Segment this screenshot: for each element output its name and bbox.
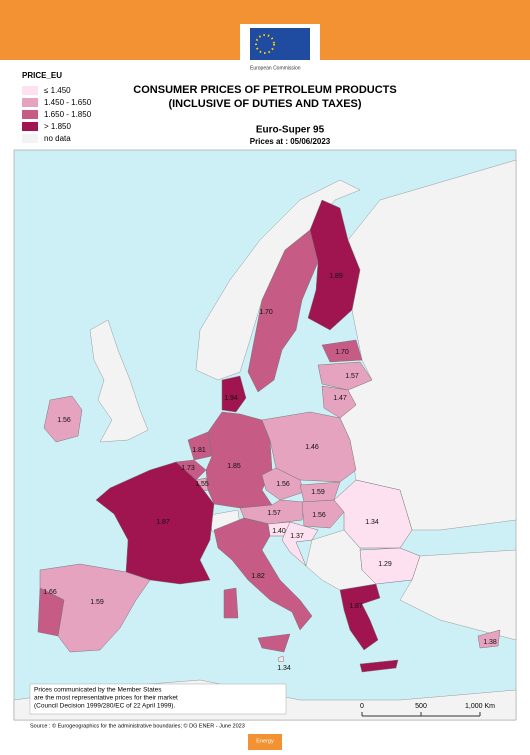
note-line: are the most representative prices for t… — [34, 695, 178, 702]
legend-swatch — [22, 86, 38, 95]
price-label: 1.29 — [378, 561, 392, 568]
note-box — [29, 683, 287, 715]
price-label: 1.85 — [227, 463, 241, 470]
source: Source : © Eurogeographics for the admin… — [30, 722, 245, 729]
price-label: 1.56 — [276, 481, 290, 488]
price-label: 1.38 — [483, 639, 497, 646]
map: 1.56 1.70 1.89 1.70 1.57 1.47 1.94 1.81 1.73 1.55… — [13, 149, 517, 721]
legend-title: PRICE_EU — [22, 71, 62, 80]
country — [359, 547, 421, 585]
title-line: (INCLUSIVE OF DUTIES AND TAXES) — [168, 98, 361, 110]
price-label: 1.34 — [277, 665, 291, 672]
country — [301, 499, 345, 529]
country — [261, 411, 357, 483]
price-label: 1.37 — [290, 533, 304, 540]
country — [213, 517, 313, 653]
subtitle: Euro-Super 95 — [256, 125, 325, 136]
price-label: 1.66 — [43, 589, 57, 596]
land — [89, 319, 149, 443]
price-label: 1.82 — [251, 573, 265, 580]
scale-label: 1,000 Km — [465, 703, 495, 710]
country — [281, 521, 319, 567]
legend-label: > 1.850 — [44, 122, 71, 131]
price-label: 1.47 — [333, 395, 347, 402]
legend: ≤ 1.450 1.450 - 1.650 1.650 - 1.850 > 1.850… — [22, 86, 92, 143]
land — [195, 179, 361, 381]
legend-label: ≤ 1.450 — [44, 86, 71, 95]
legend-swatch — [22, 134, 38, 143]
scale-label: 0 — [360, 703, 364, 710]
price-label: 1.46 — [305, 444, 319, 451]
price-label: 1.34 — [365, 519, 379, 526]
date-line: Prices at : 05/06/2023 — [250, 137, 331, 146]
price-label: 1.40 — [272, 528, 286, 535]
legend-swatch — [22, 122, 38, 131]
legend-swatch — [22, 110, 38, 119]
countries: 1.56 1.70 1.89 1.70 1.57 1.47 1.94 1.81 1.73 1.55… — [37, 199, 501, 673]
note-line: Prices communicated by the Member States — [34, 687, 162, 694]
legend-label: 1.650 - 1.850 — [44, 110, 92, 119]
country — [321, 339, 363, 363]
footer: Energy — [256, 738, 274, 744]
logo-text: European Commission — [250, 65, 301, 71]
legend-label: 1.450 - 1.650 — [44, 98, 92, 107]
price-label: 1.87 — [156, 519, 170, 526]
price-label: 1.81 — [192, 447, 206, 454]
footer-tab — [248, 734, 282, 750]
country — [43, 395, 83, 443]
country — [317, 361, 373, 391]
price-label: 1.59 — [90, 599, 104, 606]
eu-flag — [250, 28, 310, 60]
country — [307, 199, 361, 331]
price-label: 1.56 — [312, 512, 326, 519]
country — [37, 587, 65, 637]
price-label: 1.94 — [224, 395, 238, 402]
country — [477, 629, 501, 649]
title-line: CONSUMER PRICES OF PETROLEUM PRODUCTS — [133, 84, 396, 96]
price-label: 1.87 — [349, 603, 363, 610]
country — [247, 229, 319, 393]
price-label: 1.56 — [57, 417, 71, 424]
note-line: (Council Decision 1999/280/EC of 22 Apri… — [34, 703, 175, 710]
price-label: 1.57 — [267, 510, 281, 517]
country — [205, 411, 273, 509]
price-label: 1.70 — [335, 349, 349, 356]
price-label: 1.73 — [181, 465, 195, 472]
eu-stars — [255, 34, 275, 54]
scale-label: 500 — [415, 703, 427, 710]
country — [95, 461, 215, 585]
legend-swatch — [22, 98, 38, 107]
country — [321, 385, 357, 419]
country — [221, 375, 247, 413]
price-label: 1.55 — [195, 481, 209, 488]
country — [339, 583, 399, 673]
price-label: 1.59 — [311, 489, 325, 496]
legend-label: no data — [44, 134, 71, 143]
country — [277, 655, 285, 663]
price-label: 1.57 — [345, 373, 359, 380]
price-label: 1.70 — [259, 309, 273, 316]
price-label: 1.89 — [329, 273, 343, 280]
